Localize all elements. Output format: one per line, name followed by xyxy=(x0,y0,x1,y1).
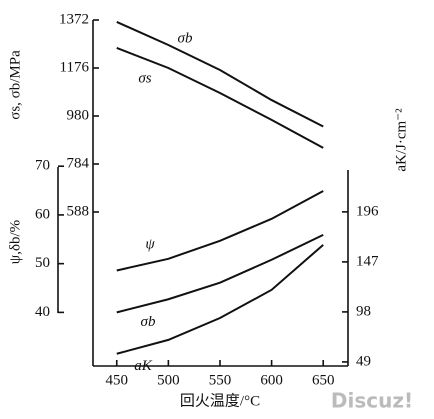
watermark: Discuz! xyxy=(331,389,413,413)
series-line xyxy=(116,244,324,355)
y3-tick-label: 50 xyxy=(35,255,50,271)
series-line xyxy=(116,46,324,149)
y-tick-label: 980 xyxy=(67,107,90,123)
x-tick-label: 500 xyxy=(157,372,180,388)
series-label: ψ xyxy=(145,236,155,252)
x-tick-label: 600 xyxy=(260,372,283,388)
y2-tick-label: 98 xyxy=(356,303,371,319)
x-axis-label: 回火温度/°C xyxy=(180,392,260,409)
x-tick-label: 650 xyxy=(312,372,335,388)
series-label: aK xyxy=(134,358,153,374)
series-line xyxy=(116,190,324,272)
x-tick-label: 450 xyxy=(105,372,128,388)
y3-tick-label: 40 xyxy=(35,304,50,320)
series-line xyxy=(116,21,324,128)
x-tick-label: 550 xyxy=(209,372,232,388)
y-tick-label: 784 xyxy=(67,155,90,171)
y2-axis-label: aK/J·cm⁻² xyxy=(393,108,409,172)
y3-axis-label: ψ,δb/% xyxy=(7,220,23,264)
y-tick-label: 588 xyxy=(67,203,90,219)
y2-tick-label: 147 xyxy=(356,253,379,269)
series-label: σb xyxy=(178,30,193,46)
series-label: σs xyxy=(138,70,151,86)
y-tick-label: 1372 xyxy=(59,11,89,27)
y2-tick-label: 49 xyxy=(356,353,371,369)
y3-tick-label: 60 xyxy=(35,206,50,222)
y-tick-label: 1176 xyxy=(60,59,90,75)
series-line xyxy=(116,234,324,314)
y3-tick-label: 70 xyxy=(35,158,50,174)
series-label: σb xyxy=(141,314,156,330)
y-axis-label: σs, σb/MPa xyxy=(7,50,23,120)
y2-tick-label: 196 xyxy=(356,203,379,219)
